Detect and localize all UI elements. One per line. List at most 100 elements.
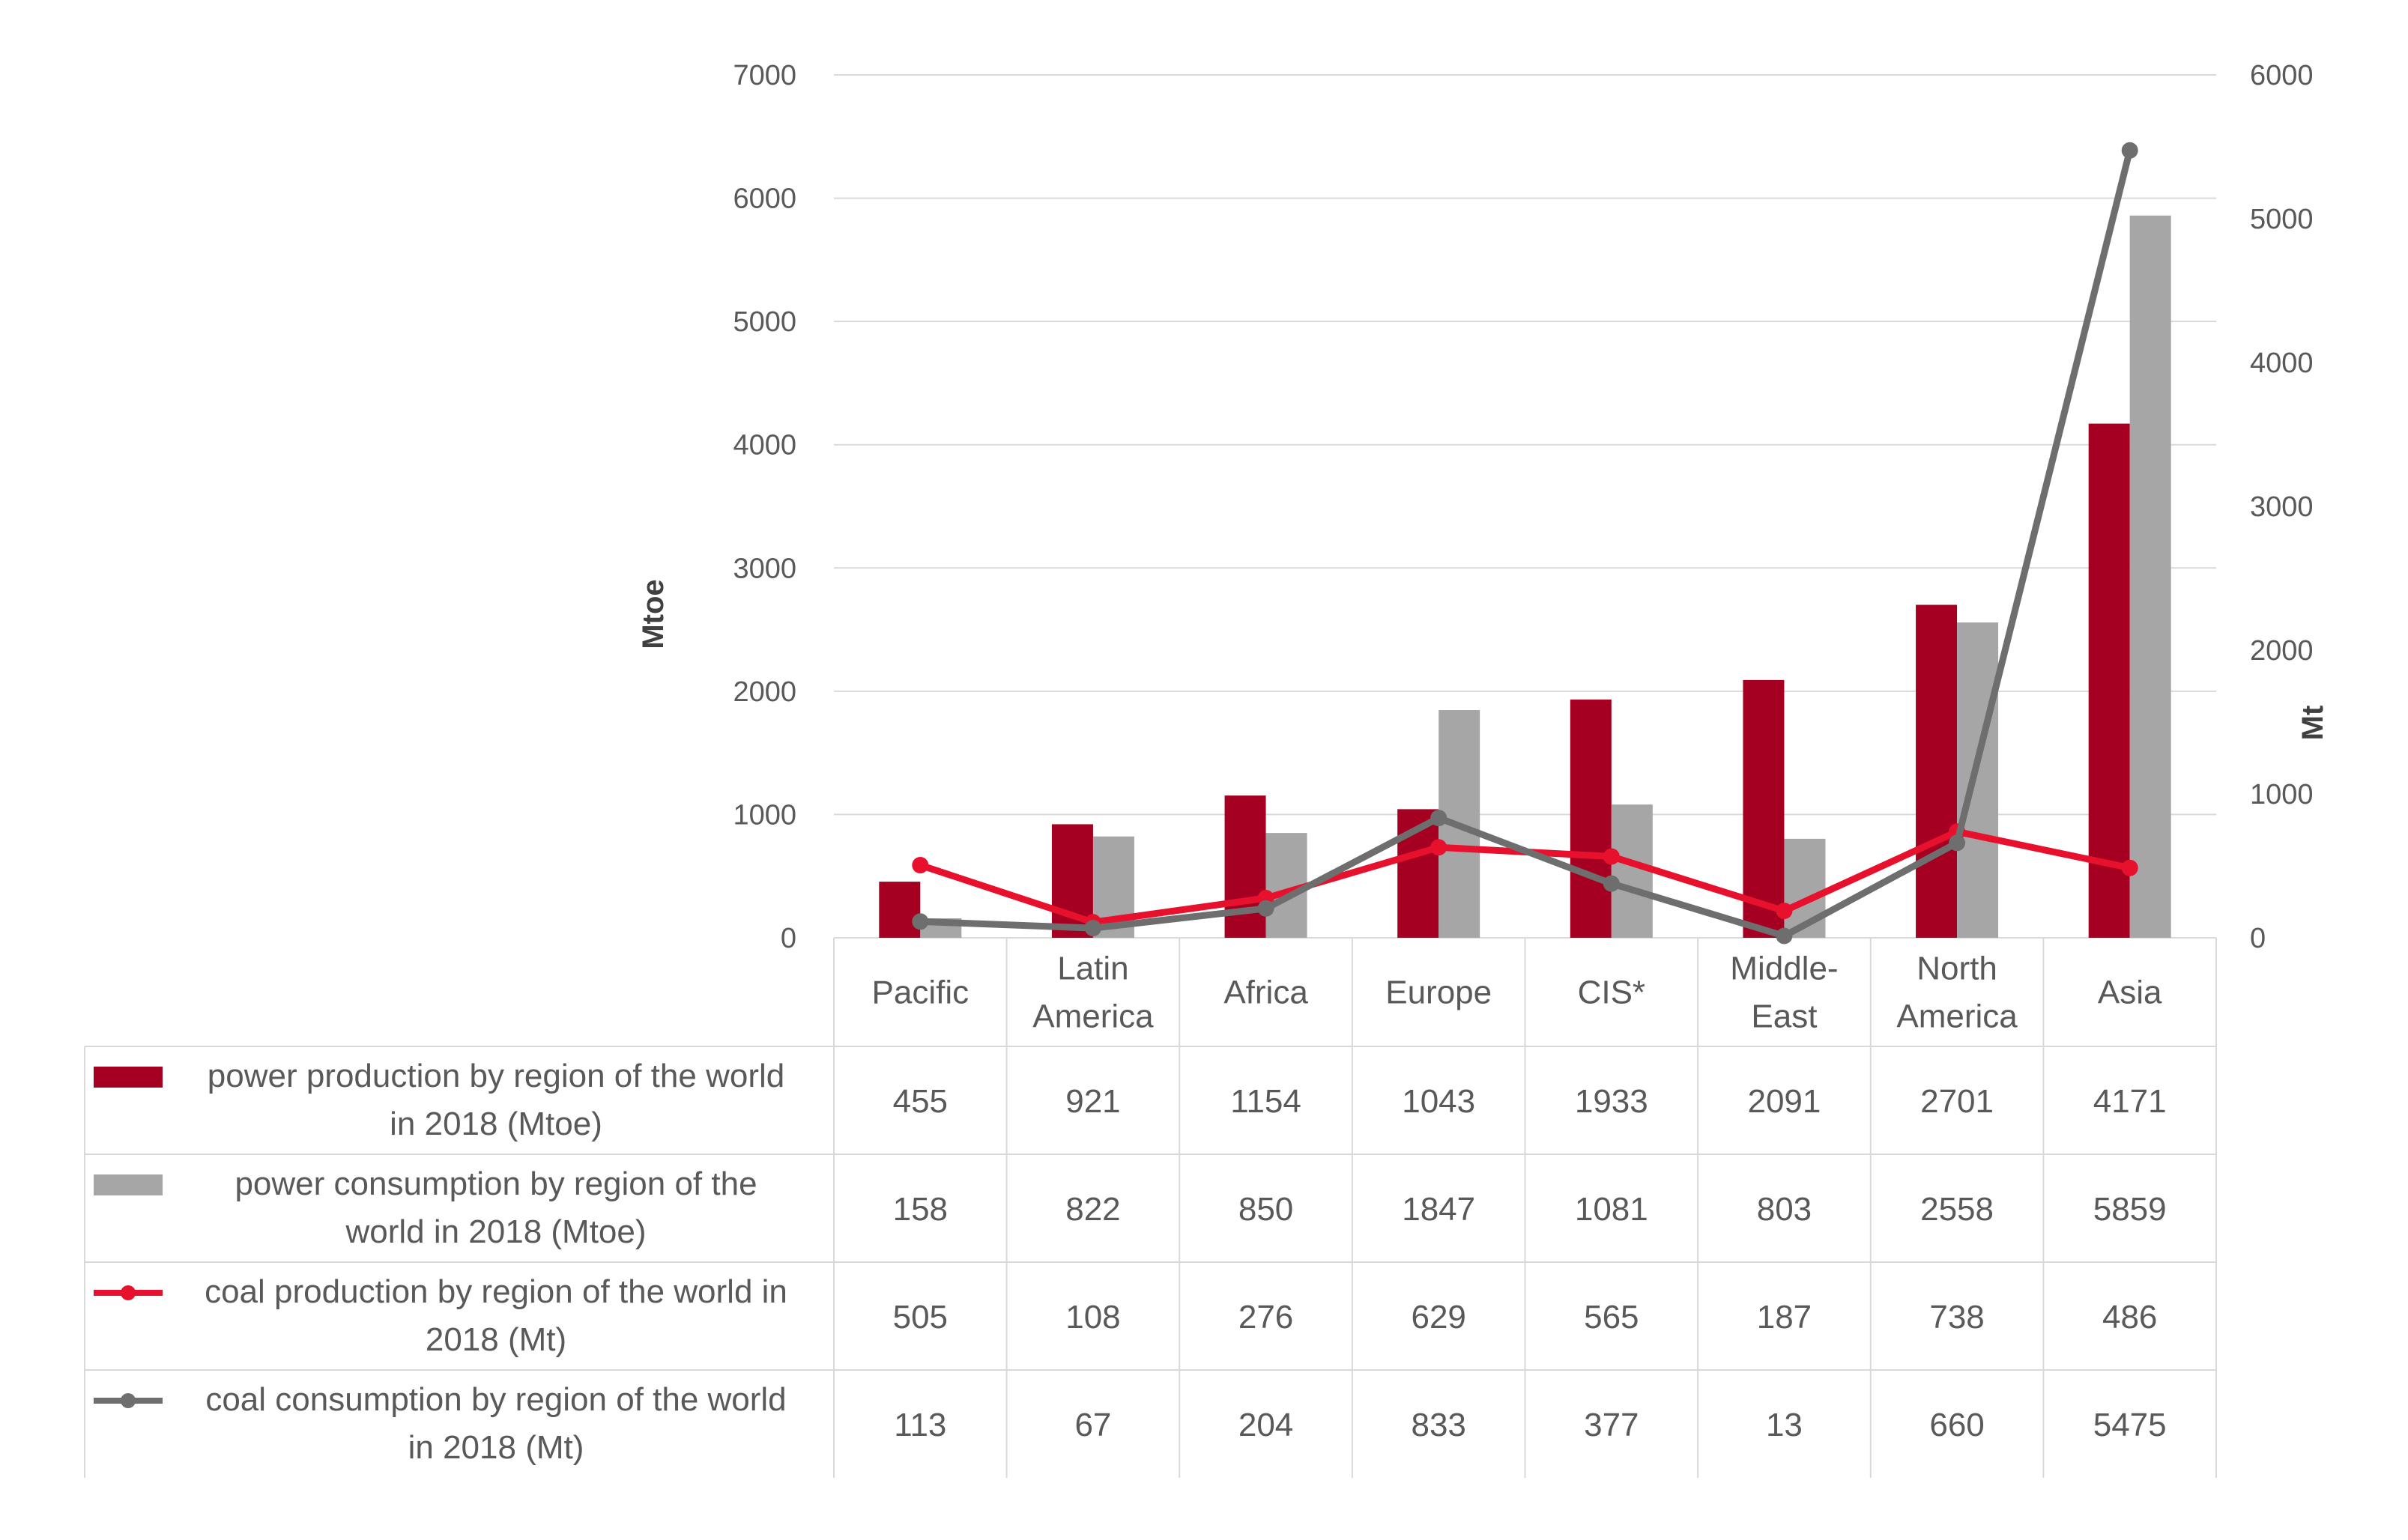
table-value: 158: [893, 1191, 948, 1228]
line-point: [1257, 900, 1274, 917]
legend-label: world in 2018 (Mtoe): [345, 1213, 646, 1250]
right-tick-label: 1000: [2250, 779, 2314, 810]
series-line: [920, 149, 2134, 940]
bars: [879, 215, 2171, 938]
legend-label: 2018 (Mt): [426, 1321, 566, 1358]
category-label: Africa: [1223, 974, 1308, 1011]
left-tick-label: 5000: [733, 306, 796, 338]
category-label: CIS*: [1578, 974, 1645, 1011]
legend-key-marker: [121, 1285, 136, 1300]
table-value: 455: [893, 1083, 948, 1120]
right-tick-label: 3000: [2250, 491, 2314, 523]
table-value: 738: [1929, 1299, 1984, 1336]
left-tick-label: 7000: [733, 60, 796, 91]
bar: [1224, 795, 1266, 938]
bar: [1916, 604, 1958, 938]
table-value: 4171: [2093, 1083, 2167, 1120]
table-value: 1043: [1402, 1083, 1475, 1120]
table-value: 2091: [1747, 1083, 1821, 1120]
left-tick-label: 0: [781, 923, 796, 954]
right-axis-title: Mt: [2296, 706, 2329, 741]
category-label: Middle-: [1730, 951, 1838, 987]
line-point: [912, 857, 929, 874]
bar: [879, 882, 921, 938]
table-value: 1933: [1575, 1083, 1648, 1120]
category-label: Europe: [1385, 974, 1492, 1011]
left-tick-label: 6000: [733, 184, 796, 215]
table-value: 108: [1065, 1299, 1120, 1336]
legend-key-marker: [121, 1393, 136, 1408]
category-label: America: [1032, 998, 1154, 1035]
table-value: 67: [1074, 1407, 1111, 1443]
line-point: [1776, 903, 1793, 920]
table-value: 850: [1238, 1191, 1293, 1228]
legend-label: power consumption by region of the: [235, 1165, 757, 1202]
category-label: Latin: [1057, 951, 1128, 987]
bar: [1611, 804, 1653, 938]
legend-key-bar: [94, 1174, 163, 1195]
table-value: 1081: [1575, 1191, 1648, 1228]
line-point: [2121, 142, 2138, 159]
right-tick-label: 2000: [2250, 635, 2314, 667]
category-label: East: [1751, 998, 1817, 1035]
table-value: 2558: [1920, 1191, 1994, 1228]
series-lines: [912, 142, 2138, 945]
line-point: [1949, 834, 1966, 852]
category-label: Asia: [2098, 974, 2162, 1011]
right-tick-label: 5000: [2250, 204, 2314, 235]
category-label: America: [1896, 998, 2018, 1035]
line-point: [1430, 839, 1447, 856]
table-value: 505: [893, 1299, 948, 1336]
line-point: [912, 913, 929, 930]
table-value: 204: [1238, 1407, 1293, 1443]
table-value: 565: [1584, 1299, 1639, 1336]
table-value: 660: [1929, 1407, 1984, 1443]
table-value: 833: [1411, 1407, 1465, 1443]
table-value: 113: [894, 1407, 946, 1443]
right-tick-label: 4000: [2250, 348, 2314, 379]
line-point: [1084, 920, 1101, 937]
table-value: 1847: [1402, 1191, 1475, 1228]
right-axis-ticks: 0 1000 2000 3000 4000 5000 6000: [2250, 60, 2314, 954]
left-axis-ticks: 0 1000 2000 3000 4000 5000 6000 7000: [733, 60, 796, 954]
left-axis-title: Mtoe: [637, 579, 670, 649]
left-tick-label: 2000: [733, 676, 796, 708]
table-value: 5475: [2093, 1407, 2167, 1443]
bar: [1570, 699, 1612, 938]
table-value: 822: [1065, 1191, 1120, 1228]
legend-label: in 2018 (Mt): [408, 1429, 584, 1466]
table-value: 629: [1411, 1299, 1465, 1336]
legend-label: in 2018 (Mtoe): [390, 1106, 602, 1142]
legend-label: power production by region of the world: [208, 1058, 784, 1094]
left-tick-label: 3000: [733, 553, 796, 584]
line-point: [1430, 810, 1447, 827]
table-value: 377: [1584, 1407, 1639, 1443]
right-tick-label: 0: [2250, 923, 2266, 954]
gridlines: [834, 74, 2216, 939]
line-point: [1776, 927, 1793, 945]
left-tick-label: 4000: [733, 430, 796, 461]
line-point: [2121, 859, 2138, 876]
table-value: 276: [1238, 1299, 1293, 1336]
table-value: 2701: [1920, 1083, 1994, 1120]
data-table: Pacific Latin America Africa Europe CIS* Middl…: [84, 938, 2217, 1478]
bar: [1957, 622, 1999, 938]
table-value: 486: [2102, 1299, 2157, 1336]
table-value: 1154: [1230, 1083, 1301, 1120]
legend-label: coal consumption by region of the world: [205, 1381, 786, 1418]
table-value: 5859: [2093, 1191, 2167, 1228]
table-value: 13: [1766, 1407, 1803, 1443]
bar: [1743, 679, 1785, 938]
line-point: [1603, 875, 1620, 892]
legend-key-bar: [94, 1067, 163, 1088]
bar: [2129, 215, 2171, 938]
category-label: Pacific: [872, 974, 969, 1011]
table-value: 921: [1065, 1083, 1120, 1120]
table-value: 187: [1757, 1299, 1812, 1336]
category-label: North: [1917, 951, 1997, 987]
line-point: [1603, 848, 1620, 865]
right-tick-label: 6000: [2250, 60, 2314, 91]
bar: [2088, 423, 2130, 938]
left-tick-label: 1000: [733, 799, 796, 831]
